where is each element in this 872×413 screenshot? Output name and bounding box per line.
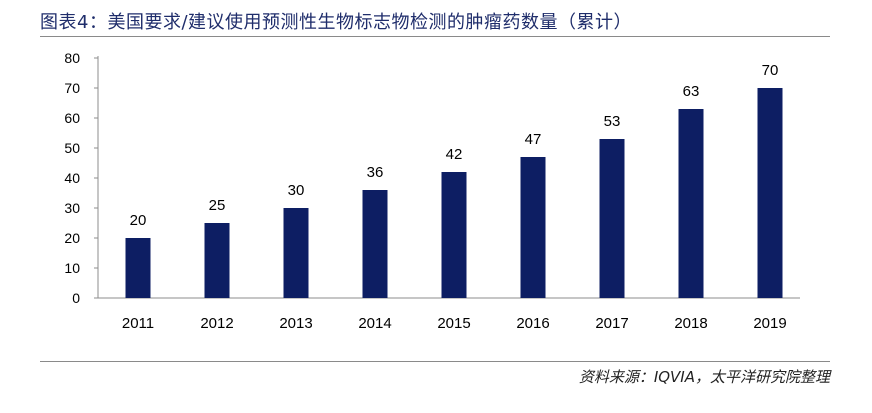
data-label: 20: [130, 212, 147, 229]
data-label: 70: [762, 62, 779, 79]
bar: [757, 88, 783, 298]
bar: [283, 208, 309, 298]
y-tick-label: 80: [64, 50, 80, 66]
source-note: 资料来源：IQVIA，太平洋研究院整理: [578, 368, 830, 386]
data-label: 25: [209, 197, 226, 214]
bar: [125, 238, 151, 298]
footer-divider: [40, 361, 830, 362]
bar: [678, 109, 704, 298]
y-tick-label: 50: [64, 140, 80, 156]
y-tick-label: 60: [64, 110, 80, 126]
bar: [599, 139, 625, 298]
bar: [362, 190, 388, 298]
y-tick-label: 70: [64, 80, 80, 96]
bar: [441, 172, 467, 298]
x-tick-label: 2017: [595, 315, 628, 332]
x-tick-label: 2019: [753, 315, 786, 332]
x-tick-label: 2013: [279, 315, 312, 332]
bar: [520, 157, 546, 298]
data-label: 30: [288, 182, 305, 199]
data-label: 63: [683, 83, 700, 100]
y-tick-label: 20: [64, 230, 80, 246]
bar: [204, 223, 230, 298]
x-tick-label: 2012: [200, 315, 233, 332]
x-tick-label: 2011: [122, 315, 154, 332]
y-tick-label: 10: [64, 260, 80, 276]
data-label: 36: [367, 164, 384, 181]
y-tick-label: 30: [64, 200, 80, 216]
chart-header: 图表4：美国要求/建议使用预测性生物标志物检测的肿瘤药数量（累计）: [40, 6, 830, 37]
x-tick-label: 2014: [358, 315, 391, 332]
x-tick-label: 2018: [674, 315, 707, 332]
y-tick-label: 40: [64, 170, 80, 186]
y-tick-label: 0: [72, 290, 80, 306]
chart-title: 图表4：美国要求/建议使用预测性生物标志物检测的肿瘤药数量（累计）: [40, 12, 633, 33]
data-label: 53: [604, 113, 621, 130]
data-label: 42: [446, 146, 463, 163]
x-tick-label: 2016: [516, 315, 549, 332]
x-tick-label: 2015: [437, 315, 470, 332]
data-label: 47: [525, 131, 542, 148]
